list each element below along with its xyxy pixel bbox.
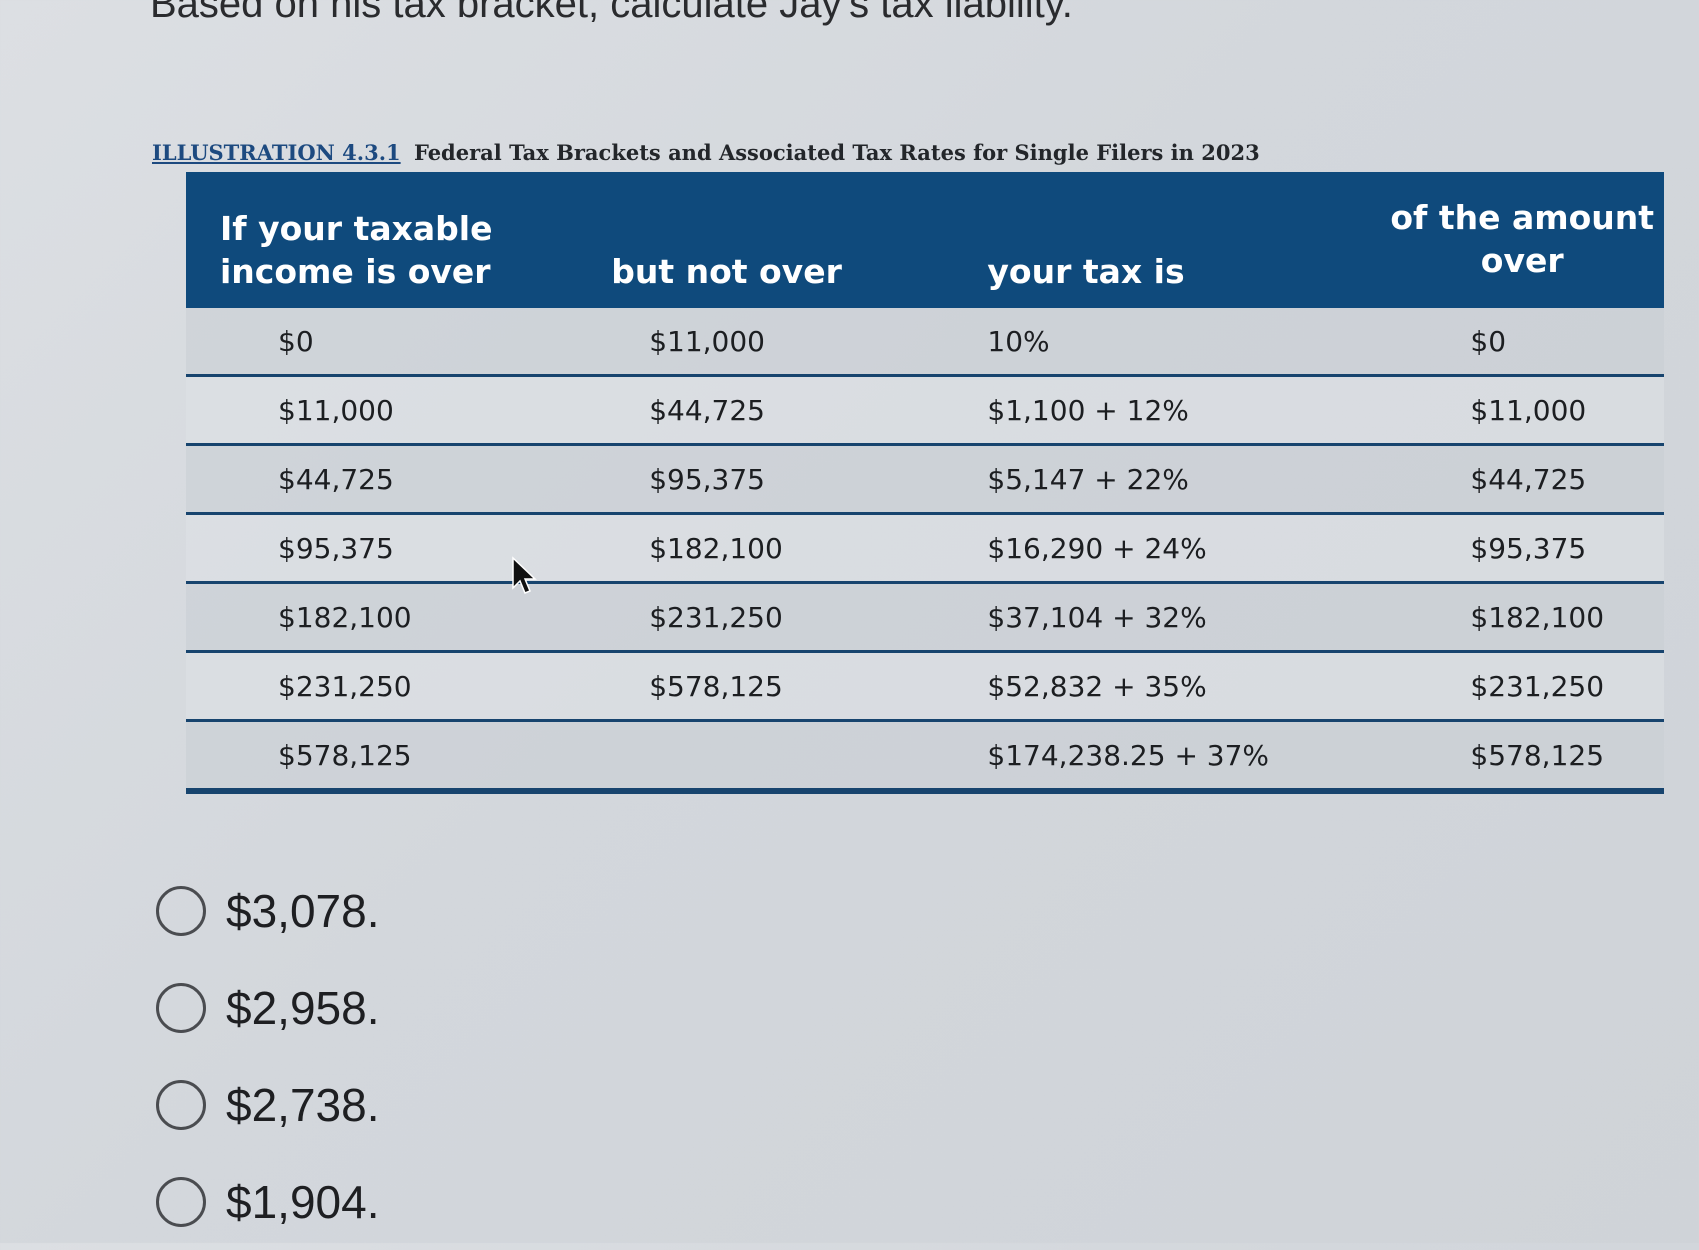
radio-button[interactable] bbox=[156, 885, 206, 936]
option-label: $3,078. bbox=[226, 884, 380, 937]
cell-not-over: $231,250 bbox=[571, 582, 943, 653]
table-header-row: If your taxable income is over but not o… bbox=[186, 172, 1664, 308]
question-text: Based on his tax bracket, calculate Jay'… bbox=[150, 0, 1073, 26]
tax-bracket-table: If your taxable income is over but not o… bbox=[186, 172, 1664, 794]
cell-tax-is: $16,290 + 24% bbox=[942, 513, 1381, 584]
cell-amount-over: $0 bbox=[1380, 308, 1664, 377]
header-tax-is: your tax is bbox=[942, 172, 1381, 308]
header-amount-over: of the amount over bbox=[1380, 172, 1664, 308]
cell-income-over: $95,375 bbox=[186, 513, 572, 584]
radio-button[interactable] bbox=[156, 1079, 206, 1130]
cell-income-over: $578,125 bbox=[186, 720, 572, 794]
cell-tax-is: $174,238.25 + 37% bbox=[942, 720, 1381, 794]
cell-income-over: $231,250 bbox=[186, 651, 572, 722]
table-row: $11,000 $44,725 $1,100 + 12% $11,000 bbox=[186, 375, 1664, 446]
cell-amount-over: $44,725 bbox=[1380, 444, 1664, 515]
table-caption: ILLUSTRATION 4.3.1 Federal Tax Brackets … bbox=[152, 140, 1260, 165]
header-amount-over-line1: of the amount bbox=[1390, 198, 1655, 238]
cell-tax-is: $1,100 + 12% bbox=[942, 375, 1381, 446]
cell-amount-over: $578,125 bbox=[1380, 720, 1664, 794]
cell-amount-over: $182,100 bbox=[1380, 582, 1664, 653]
answer-option[interactable]: $3,078. bbox=[156, 862, 379, 959]
radio-button[interactable] bbox=[156, 982, 206, 1033]
cell-tax-is: $52,832 + 35% bbox=[942, 651, 1381, 722]
cell-tax-is: 10% bbox=[942, 308, 1381, 377]
cell-tax-is: $5,147 + 22% bbox=[942, 444, 1381, 515]
cell-not-over: $44,725 bbox=[571, 375, 943, 446]
mouse-pointer-icon bbox=[512, 556, 537, 594]
cell-income-over: $0 bbox=[186, 308, 572, 377]
header-income-over-line1: If your taxable bbox=[220, 209, 493, 249]
radio-button[interactable] bbox=[156, 1176, 206, 1227]
header-income-over-line2: income is over bbox=[220, 252, 491, 292]
cell-income-over: $44,725 bbox=[186, 444, 572, 515]
cell-tax-is: $37,104 + 32% bbox=[942, 582, 1381, 653]
answer-options: $3,078. $2,958. $2,738. $1,904. bbox=[156, 862, 379, 1250]
option-label: $1,904. bbox=[226, 1175, 380, 1228]
cell-amount-over: $231,250 bbox=[1380, 651, 1664, 722]
illustration-link[interactable]: ILLUSTRATION 4.3.1 bbox=[152, 140, 401, 165]
cell-not-over bbox=[571, 720, 943, 794]
cell-not-over: $182,100 bbox=[571, 513, 943, 584]
caption-title: Federal Tax Brackets and Associated Tax … bbox=[413, 140, 1260, 165]
cell-not-over: $578,125 bbox=[571, 651, 943, 722]
answer-option[interactable]: $2,738. bbox=[156, 1056, 379, 1153]
cell-amount-over: $11,000 bbox=[1380, 375, 1664, 446]
table-row: $0 $11,000 10% $0 bbox=[186, 308, 1664, 377]
answer-option[interactable]: $2,958. bbox=[156, 959, 379, 1056]
answer-option[interactable]: $1,904. bbox=[156, 1153, 379, 1250]
table-row: $578,125 $174,238.25 + 37% $578,125 bbox=[186, 720, 1664, 794]
header-income-over: If your taxable income is over bbox=[186, 172, 572, 308]
cell-income-over: $182,100 bbox=[186, 582, 572, 653]
table-row: $182,100 $231,250 $37,104 + 32% $182,100 bbox=[186, 582, 1664, 653]
cell-not-over: $11,000 bbox=[571, 308, 943, 377]
option-label: $2,738. bbox=[226, 1078, 380, 1131]
option-label: $2,958. bbox=[226, 981, 380, 1034]
table-row: $95,375 $182,100 $16,290 + 24% $95,375 bbox=[186, 513, 1664, 584]
header-amount-over-line2: over bbox=[1480, 241, 1564, 280]
cell-amount-over: $95,375 bbox=[1380, 513, 1664, 584]
cell-not-over: $95,375 bbox=[571, 444, 943, 515]
table-row: $44,725 $95,375 $5,147 + 22% $44,725 bbox=[186, 444, 1664, 515]
cell-income-over: $11,000 bbox=[186, 375, 572, 446]
header-not-over: but not over bbox=[571, 172, 943, 308]
table-row: $231,250 $578,125 $52,832 + 35% $231,250 bbox=[186, 651, 1664, 722]
